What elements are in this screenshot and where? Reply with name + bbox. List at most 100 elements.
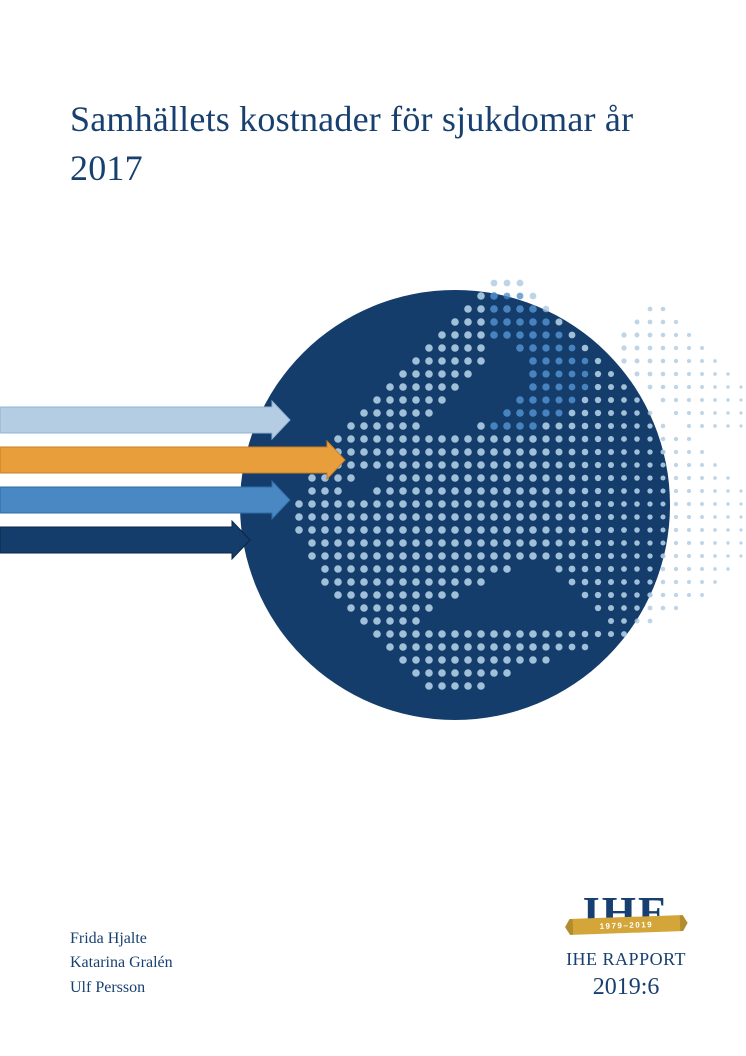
map-dot xyxy=(399,526,407,534)
map-dot xyxy=(321,578,329,586)
map-dot xyxy=(464,435,472,443)
map-dot xyxy=(529,500,537,508)
map-dot xyxy=(608,540,614,546)
map-dot xyxy=(660,475,665,480)
map-dot xyxy=(438,487,446,495)
map-dot xyxy=(373,552,381,560)
map-dot xyxy=(321,565,329,573)
map-dot xyxy=(542,539,549,546)
map-dot xyxy=(412,513,420,521)
map-dot xyxy=(582,436,589,443)
map-dot xyxy=(529,526,537,534)
map-dot xyxy=(660,527,665,532)
map-dot xyxy=(412,487,420,495)
map-dot xyxy=(555,370,562,377)
map-dot xyxy=(621,410,627,416)
map-dot xyxy=(739,411,742,414)
map-dot xyxy=(412,578,420,586)
map-dot xyxy=(621,618,627,624)
map-dot xyxy=(529,474,537,482)
map-dot xyxy=(726,567,729,570)
map-dot xyxy=(555,422,562,429)
map-dot xyxy=(425,565,433,573)
map-dot xyxy=(425,500,433,508)
map-dot xyxy=(713,411,717,415)
map-dot xyxy=(687,424,691,428)
map-dot xyxy=(608,462,614,468)
map-dot xyxy=(713,385,717,389)
map-dot xyxy=(451,370,459,378)
map-dot xyxy=(608,527,614,533)
map-dot xyxy=(334,500,342,508)
map-dot xyxy=(425,539,433,547)
map-dot xyxy=(464,474,472,482)
map-dot xyxy=(648,359,653,364)
map-dot xyxy=(569,644,576,651)
map-dot xyxy=(516,539,524,547)
map-dot xyxy=(425,357,433,365)
map-dot xyxy=(516,513,524,521)
map-dot xyxy=(412,604,420,612)
map-dot xyxy=(569,384,576,391)
map-dot xyxy=(438,513,446,521)
map-dot xyxy=(595,449,601,455)
map-dot xyxy=(451,448,459,456)
map-dot xyxy=(490,630,498,638)
map-dot xyxy=(661,346,666,351)
map-dot xyxy=(674,372,678,376)
map-dot xyxy=(412,435,420,443)
map-dot xyxy=(621,605,627,611)
map-dot xyxy=(726,554,729,557)
map-dot xyxy=(451,435,459,443)
map-dot xyxy=(608,579,614,585)
map-dot xyxy=(569,410,576,417)
map-dot xyxy=(582,358,589,365)
map-dot xyxy=(595,436,601,442)
map-dot xyxy=(399,422,407,430)
map-dot xyxy=(595,488,601,494)
map-dot xyxy=(477,318,485,326)
map-dot xyxy=(295,513,303,521)
map-dot xyxy=(595,514,601,520)
map-dot xyxy=(412,409,420,417)
map-dot xyxy=(451,383,459,391)
map-dot xyxy=(569,462,576,469)
map-dot xyxy=(687,476,691,480)
map-dot xyxy=(373,487,381,495)
map-dot xyxy=(555,565,562,572)
map-dot xyxy=(674,567,678,571)
map-dot xyxy=(503,513,511,521)
map-dot xyxy=(451,656,459,664)
map-dot xyxy=(726,489,729,492)
map-dot xyxy=(386,591,394,599)
map-dot xyxy=(726,515,729,518)
map-dot xyxy=(425,669,433,677)
map-dot xyxy=(399,630,407,638)
map-dot xyxy=(608,384,614,390)
map-dot xyxy=(634,553,640,559)
map-dot xyxy=(360,409,368,417)
map-dot xyxy=(700,424,704,428)
report-label: IHE RAPPORT xyxy=(566,949,686,970)
map-dot xyxy=(373,539,381,547)
map-dot xyxy=(477,643,485,651)
map-dot xyxy=(687,398,691,402)
map-dot xyxy=(647,475,652,480)
map-dot xyxy=(412,669,420,677)
map-dot xyxy=(660,553,665,558)
map-dot xyxy=(739,502,742,505)
map-dot xyxy=(700,463,704,467)
map-dot xyxy=(542,435,549,442)
map-dot xyxy=(569,540,576,547)
map-dot xyxy=(490,474,498,482)
map-dot xyxy=(373,617,381,625)
map-dot xyxy=(464,565,472,573)
map-dot xyxy=(451,682,459,690)
map-dot xyxy=(347,422,355,430)
map-dot xyxy=(360,422,368,430)
map-dot xyxy=(425,604,433,612)
map-dot xyxy=(490,487,498,495)
map-dot xyxy=(542,500,549,507)
map-dot xyxy=(438,461,446,469)
map-dot xyxy=(503,318,511,326)
